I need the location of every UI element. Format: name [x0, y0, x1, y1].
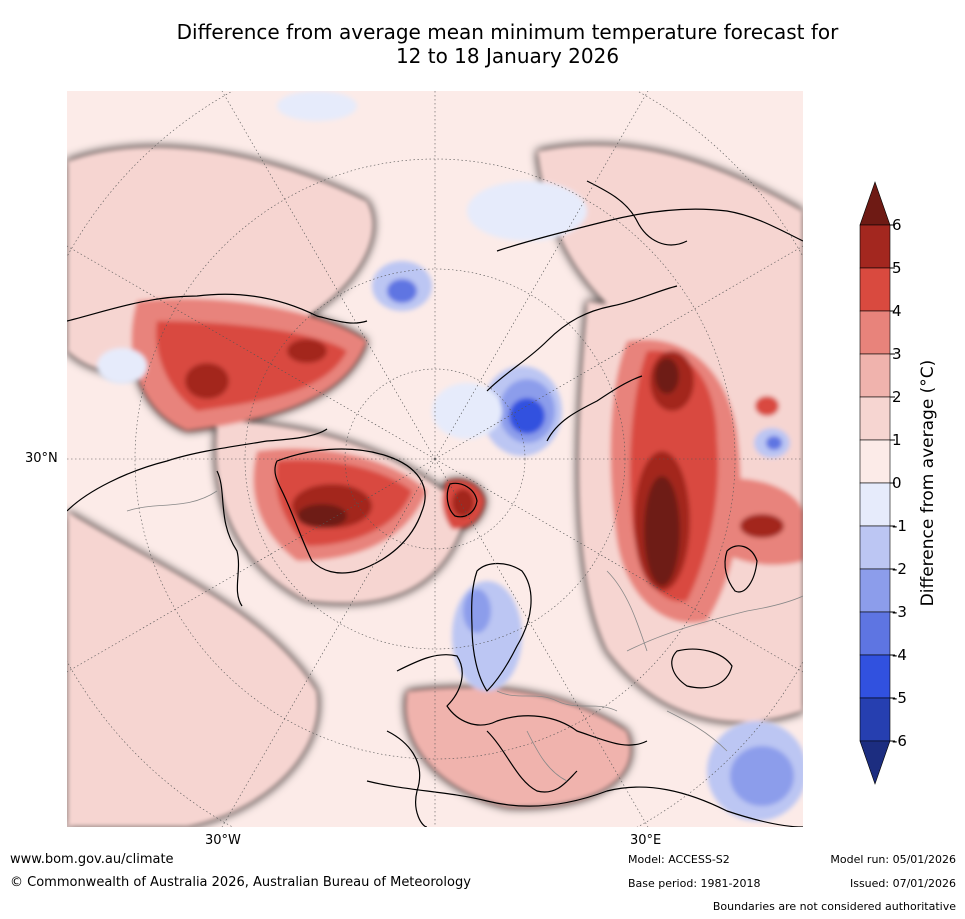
footer-copyright: © Commonwealth of Australia 2026, Austra… [10, 875, 471, 890]
footer-issued: Issued: 07/01/2026 [849, 877, 956, 890]
extreme-warm-alaska-core [185, 363, 229, 399]
lat-label-30n: 30°N [25, 451, 58, 466]
colorbar-tick-label: -5 [892, 689, 907, 707]
country-borders [126, 490, 803, 782]
colorbar-segment [859, 310, 891, 355]
colorbar-segment [859, 396, 891, 441]
colorbar-tick-label: 5 [892, 259, 902, 277]
colorbar-segment [859, 611, 891, 656]
colorbar-segment [859, 697, 891, 742]
lon-label-30w: 30°W [205, 833, 241, 848]
colorbar-tick-label: -2 [892, 560, 907, 578]
extreme-warm-ukraine-dark [644, 476, 680, 586]
colorbar-tick-label: 3 [892, 345, 902, 363]
warm-urals-core [755, 396, 779, 416]
colorbar-segment [859, 224, 891, 269]
colorbar-title: Difference from average (°C) [918, 359, 938, 607]
colorbar-segment [859, 740, 891, 785]
anomaly-map [67, 91, 803, 827]
cool-central-asia-core [766, 436, 782, 450]
colorbar-tick-label: 0 [892, 474, 902, 492]
colorbar-segment [859, 568, 891, 613]
colorbar-segment [859, 439, 891, 484]
cool-arctic-ocean [432, 383, 502, 439]
colorbar-segment [859, 353, 891, 398]
colorbar-tick-label: -1 [892, 517, 907, 535]
colorbar-tick-label: 2 [892, 388, 902, 406]
cool-top-pacific [277, 91, 357, 121]
colorbar-segment [859, 181, 891, 226]
colorbar-tick-label: -3 [892, 603, 907, 621]
cool-top-siberia [467, 181, 587, 241]
chart-title: Difference from average mean minimum tem… [0, 20, 965, 68]
colorbar-segment [859, 654, 891, 699]
extreme-warm-alaska-core-2 [287, 339, 327, 363]
title-line-1: Difference from average mean minimum tem… [176, 20, 839, 44]
graticule [67, 91, 803, 827]
colorbar [859, 181, 895, 785]
cool-scandinavia-core [463, 589, 491, 633]
lon-label-30e: 30°E [630, 833, 662, 848]
cool-bering-core [387, 279, 417, 303]
colorbar-segment [859, 482, 891, 527]
extreme-warm-svalbard-core [452, 489, 474, 517]
footer-base-period: Base period: 1981-2018 [628, 877, 761, 890]
extreme-warm-russia-dark [655, 358, 679, 394]
footer-website[interactable]: www.bom.gov.au/climate [10, 852, 174, 867]
cool-north-pacific [97, 348, 147, 384]
extreme-warm-greenland-dark [297, 504, 347, 528]
footer-model: Model: ACCESS-S2 [628, 853, 730, 866]
colorbar-tick-label: 1 [892, 431, 902, 449]
colorbar-tick-label: -6 [892, 732, 907, 750]
warm-caspian-core [740, 514, 784, 538]
cool-north-africa-core [730, 746, 794, 806]
title-line-2: 12 to 18 January 2026 [395, 44, 620, 68]
colorbar-segment [859, 525, 891, 570]
colorbar-tick-label: 6 [892, 216, 902, 234]
colorbar-tick-label: -4 [892, 646, 907, 664]
colorbar-segment [859, 267, 891, 312]
cool-siberia-core [509, 398, 545, 434]
colorbar-tick-label: 4 [892, 302, 902, 320]
footer-model-run: Model run: 05/01/2026 [830, 853, 956, 866]
footer-disclaimer: Boundaries are not considered authoritat… [712, 900, 956, 913]
